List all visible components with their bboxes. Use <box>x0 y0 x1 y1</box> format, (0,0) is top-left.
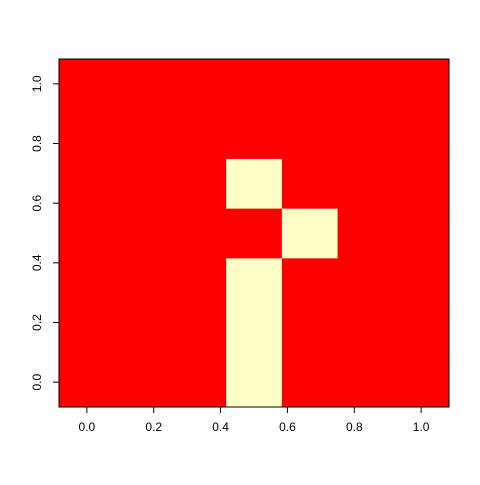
heatmap-cell <box>58 58 116 110</box>
heatmap-cell <box>393 257 450 309</box>
heatmap-cell <box>281 357 339 408</box>
heatmap-cell <box>58 357 116 408</box>
x-tick-label: 0.8 <box>346 420 363 434</box>
heatmap-cell <box>226 307 283 358</box>
heatmap-cell <box>393 357 450 408</box>
heatmap-cell <box>226 158 283 209</box>
heatmap-cell <box>170 357 227 408</box>
y-tick-label: 0.0 <box>30 373 44 390</box>
y-tick-label: 0.2 <box>30 314 44 331</box>
heatmap-cell <box>170 257 227 309</box>
heatmap-cell <box>58 257 116 309</box>
heatmap-cell <box>114 58 171 110</box>
heatmap-cell <box>114 307 171 358</box>
heatmap-cell <box>393 58 450 110</box>
x-tick-label: 1.0 <box>413 420 430 434</box>
axes: 0.0 0.2 0.4 0.6 0.8 1.0 0.0 0.2 0.4 0.6 0.8 1.0 <box>30 58 450 434</box>
heatmap-cell <box>393 208 450 259</box>
heatmap-cell <box>281 307 339 358</box>
heatmap-cell <box>337 208 394 259</box>
heatmap-cell <box>170 108 227 159</box>
heatmap-cell <box>226 257 283 309</box>
heatmap-cell <box>226 58 283 110</box>
heatmap-cell <box>170 208 227 259</box>
heatmap-cell <box>114 208 171 259</box>
x-tick-label: 0.6 <box>279 420 296 434</box>
heatmap-cell <box>281 58 339 110</box>
x-tick-label: 0.0 <box>79 420 96 434</box>
heatmap-cell <box>58 108 116 159</box>
heatmap-cell <box>281 208 339 259</box>
y-tick-label: 0.6 <box>30 195 44 212</box>
heatmap-cell <box>337 108 394 159</box>
heatmap-cell <box>393 307 450 358</box>
heatmap-cell <box>337 58 394 110</box>
heatmap-cell <box>58 158 116 209</box>
x-tick-label: 0.2 <box>145 420 162 434</box>
heatmap-cell <box>337 357 394 408</box>
heatmap-cell <box>114 357 171 408</box>
y-tick-label: 1.0 <box>30 75 44 92</box>
heatmap-cell <box>114 257 171 309</box>
heatmap-cell <box>226 357 283 408</box>
heatmap-cell <box>226 108 283 159</box>
heatmap-cell <box>170 58 227 110</box>
y-tick-label: 0.8 <box>30 135 44 152</box>
heatmap-cell <box>58 307 116 358</box>
heatmap-cell <box>281 257 339 309</box>
heatmap-cell <box>393 108 450 159</box>
heatmap-cell <box>170 307 227 358</box>
x-tick-label: 0.4 <box>212 420 229 434</box>
heatmap-cell <box>114 158 171 209</box>
heatmap-cell <box>281 108 339 159</box>
heatmap-cell <box>170 158 227 209</box>
heatmap-cell <box>337 257 394 309</box>
heatmap-cell <box>226 208 283 259</box>
heatmap-cell <box>337 158 394 209</box>
heatmap-cells <box>58 58 450 408</box>
y-tick-label: 0.4 <box>30 254 44 271</box>
heatmap-cell <box>58 208 116 259</box>
heatmap-cell <box>337 307 394 358</box>
plot-frame <box>58 58 450 408</box>
heatmap-cell <box>393 158 450 209</box>
heatmap-cell <box>281 158 339 209</box>
heatmap-cell <box>114 108 171 159</box>
